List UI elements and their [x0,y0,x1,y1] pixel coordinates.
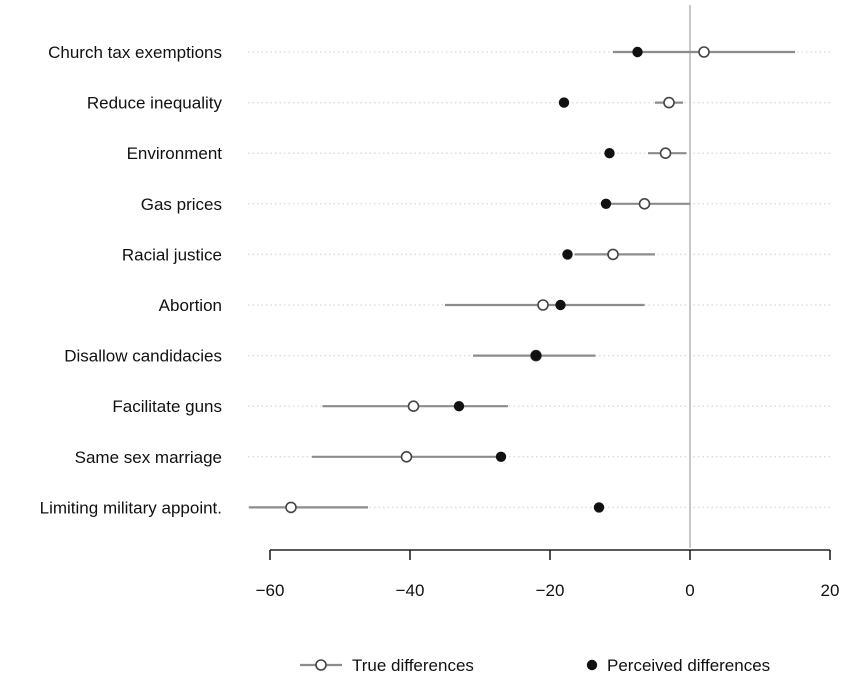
x-tick-label: 0 [685,581,694,600]
perceived-difference-point [562,249,573,260]
true-difference-point [400,450,413,463]
perceived-difference-point [600,198,612,209]
x-tick-label: −20 [536,581,565,600]
perceived-difference-point [593,502,605,513]
true-difference-point [607,248,619,261]
true-difference-point [638,198,651,210]
legend-true-label: True differences [352,656,474,675]
perceived-difference-point [453,401,465,412]
category-label: Facilitate guns [112,397,222,416]
category-label: Church tax exemptions [48,43,222,62]
perceived-difference-point [555,299,566,311]
x-axis: −60 −40 −20 0 20 [256,549,840,600]
category-label: Limiting military appoint. [40,498,222,517]
true-difference-point [659,147,672,159]
x-tick-label: −40 [396,581,425,600]
confidence-intervals [249,50,795,509]
true-difference-point [698,46,710,58]
data-points [285,46,710,514]
legend-perceived-marker [586,659,598,671]
x-tick-label: 20 [821,581,840,600]
perceived-difference-point [495,451,507,462]
legend-perceived-label: Perceived differences [607,656,770,675]
legend-true-marker [315,659,327,671]
perceived-difference-point [558,97,570,108]
true-difference-point [663,96,675,109]
category-label: Environment [127,144,223,163]
category-label: Gas prices [141,195,222,214]
gridlines [248,51,832,509]
x-tick-label: −60 [256,581,285,600]
true-difference-point [285,501,297,514]
true-difference-point [537,299,549,311]
category-label: Disallow candidacies [64,347,222,366]
perceived-difference-point [530,350,542,361]
category-label: Same sex marriage [75,448,222,467]
category-labels: Church tax exemptions Reduce inequality En… [40,43,223,517]
perceived-difference-point [632,46,643,58]
category-label: Reduce inequality [87,94,223,113]
perceived-difference-point [604,148,615,159]
category-label: Abortion [159,296,222,315]
true-difference-point [407,400,420,413]
category-label: Racial justice [122,245,222,264]
legend: True differences Perceived differences [300,656,770,675]
